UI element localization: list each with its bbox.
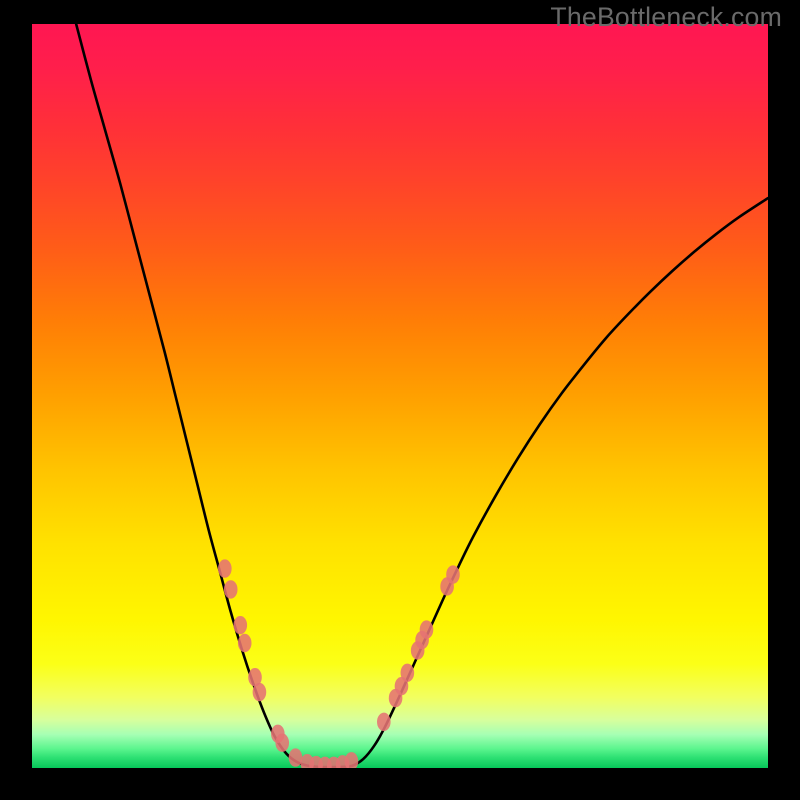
marker-dot: [401, 664, 415, 682]
marker-dot: [218, 559, 232, 577]
marker-dot: [446, 565, 460, 583]
marker-dot: [224, 580, 238, 598]
watermark-text: TheBottleneck.com: [550, 2, 782, 33]
frame-bottom: [0, 768, 800, 800]
frame-left: [0, 0, 32, 800]
plot-area: [32, 24, 768, 768]
marker-dot: [275, 734, 289, 752]
marker-dot: [233, 616, 247, 634]
marker-dot: [253, 683, 267, 701]
marker-dot: [420, 620, 434, 638]
chart-svg: [32, 24, 768, 768]
frame-right: [768, 0, 800, 800]
gradient-background: [32, 24, 768, 768]
marker-dot: [238, 634, 252, 652]
stage: TheBottleneck.com: [0, 0, 800, 800]
marker-dot: [377, 713, 391, 731]
marker-dot: [289, 748, 303, 766]
